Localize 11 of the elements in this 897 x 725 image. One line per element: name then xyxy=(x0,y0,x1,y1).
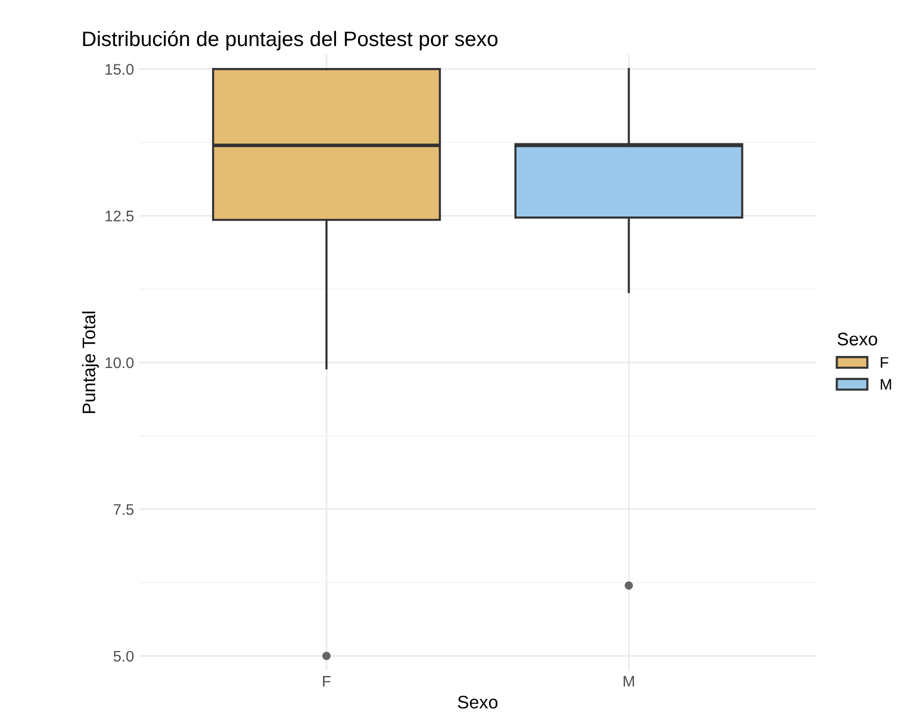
y-tick-label: 7.5 xyxy=(114,504,134,515)
chart-title: Distribución de puntajes del Postest por sexo xyxy=(83,30,498,50)
legend-label: F xyxy=(880,357,888,368)
y-tick-label: 10.0 xyxy=(106,357,134,368)
y-tick-label: 5.0 xyxy=(114,650,134,662)
legend-title: Sexo xyxy=(838,332,878,346)
legend-label: M xyxy=(880,379,892,390)
x-axis-title: Sexo xyxy=(458,696,498,709)
y-tick-label: 15.0 xyxy=(106,64,134,75)
y-tick-label: 12.5 xyxy=(106,210,134,222)
y-axis-title: Puntaje Total xyxy=(82,312,99,414)
